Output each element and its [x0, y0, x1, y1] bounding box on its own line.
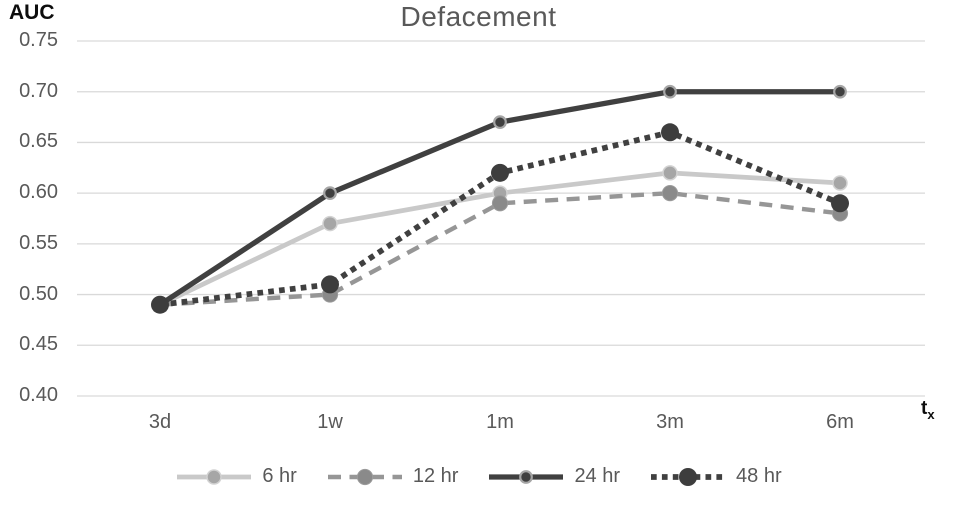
- x-tick-label: 3m: [656, 411, 684, 433]
- y-tick-label: 0.60: [19, 181, 58, 204]
- x-tick-label: 1m: [486, 411, 514, 433]
- legend-swatch-6-hr: [177, 468, 252, 485]
- y-tick-label: 0.45: [19, 333, 58, 356]
- x-axis-title-main: t: [921, 398, 928, 419]
- series-marker-24-hr: [493, 115, 507, 130]
- series-marker-48-hr: [491, 163, 509, 182]
- series-line-48-hr: [159, 129, 842, 308]
- series-marker-48-hr: [151, 295, 169, 314]
- x-tick-label: 3d: [148, 411, 172, 433]
- legend-label: 24 hr: [574, 465, 621, 487]
- legend-label: 6 hr: [262, 465, 297, 487]
- series-line-12-hr: [159, 190, 841, 307]
- y-tick-label: 0.40: [19, 384, 58, 407]
- series-marker-6-hr: [662, 165, 678, 181]
- legend-swatch-24-hr: [489, 469, 564, 484]
- y-tick-label: 0.75: [19, 29, 58, 52]
- series-marker-48-hr: [321, 275, 339, 294]
- y-tick-label: 0.55: [19, 231, 58, 254]
- x-tick-label: 1w: [317, 411, 343, 433]
- legend: 6 hr 12 hr 24 hr 48 hr: [0, 465, 957, 488]
- series-marker-24-hr: [323, 186, 337, 201]
- legend-item-12-hr: 12 hr: [326, 465, 459, 488]
- y-tick-label: 0.70: [19, 79, 58, 102]
- series-marker-48-hr: [831, 194, 849, 213]
- series-marker-24-hr: [663, 84, 677, 99]
- x-tick-label: 6m: [826, 411, 854, 433]
- series-marker-12-hr: [661, 185, 679, 202]
- y-tick-label: 0.50: [19, 282, 58, 305]
- series-marker-24-hr: [833, 84, 847, 99]
- chart-title: Defacement: [400, 1, 557, 32]
- x-axis-title: tx: [921, 398, 935, 422]
- series-marker-6-hr: [322, 215, 338, 232]
- legend-item-48-hr: 48 hr: [649, 465, 782, 488]
- legend-swatch-12-hr: [327, 468, 402, 485]
- legend-item-6-hr: 6 hr: [175, 465, 297, 488]
- series-marker-12-hr: [491, 195, 509, 212]
- y-tick-label: 0.65: [19, 130, 58, 153]
- legend-item-24-hr: 24 hr: [487, 465, 620, 488]
- legend-label: 48 hr: [736, 465, 782, 487]
- y-axis-title: AUC: [9, 1, 55, 24]
- series-marker-6-hr: [832, 175, 848, 191]
- x-axis-title-sub: x: [927, 406, 935, 422]
- legend-swatch-48-hr: [651, 467, 726, 486]
- legend-label: 12 hr: [412, 465, 459, 487]
- series-marker-48-hr: [661, 123, 679, 142]
